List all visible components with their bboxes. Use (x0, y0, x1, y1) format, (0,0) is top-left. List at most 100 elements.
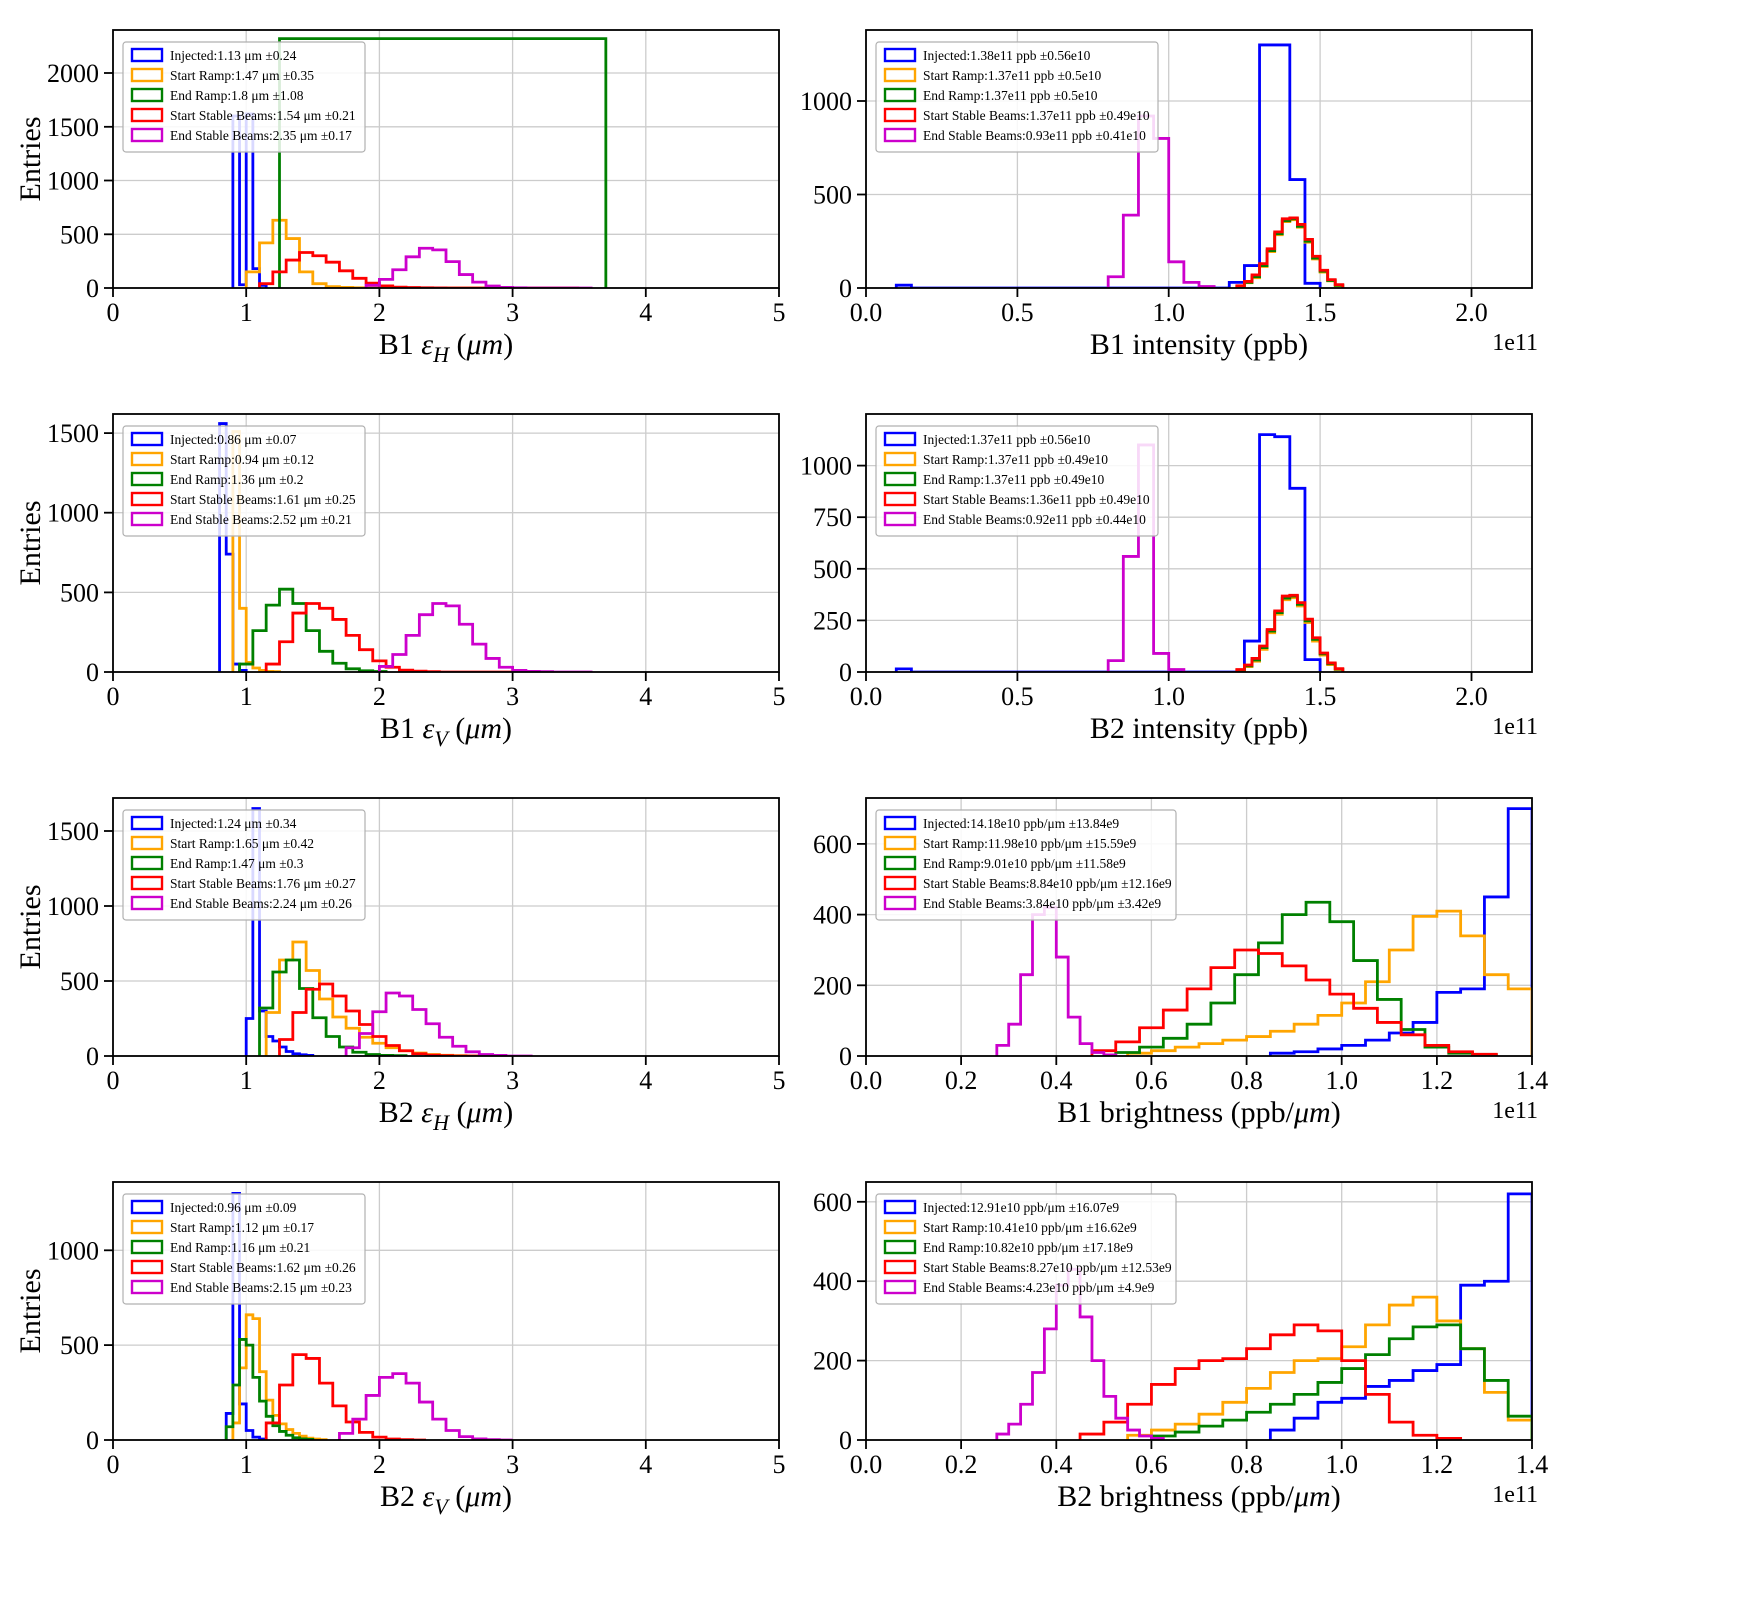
hist-end_stable (364, 246, 593, 288)
hist-injected (224, 1191, 268, 1440)
legend: Injected:1.24 μm ±0.34 Start Ramp:1.65 μm… (122, 809, 366, 921)
subplot-b1-emittance-h: 0 1 2 3 4 5 0 500 1000 1500 2000 B1 εH (μm) Entries I… (14, 29, 786, 367)
legend-label-injected: Injected:1.24 μm ±0.34 (170, 816, 297, 831)
legend-swatch-end_stable (883, 895, 917, 911)
subplot-b2-brightness: 0.0 0.2 0.4 0.6 0.8 1.0 1.2 1.4 0 200 400 600 B2 bri… (813, 1181, 1548, 1513)
x-axis-label-part: B1 (379, 328, 422, 361)
x-tick-label: 3 (506, 1450, 519, 1479)
x-tick-label: 2.0 (1455, 298, 1488, 327)
legend-label-start_ramp: Start Ramp:1.37e11 ppb ±0.49e10 (923, 452, 1108, 467)
y-tick-label: 1000 (47, 499, 99, 528)
y-axis-label: Entries (14, 885, 47, 970)
legend-label-injected: Injected:1.38e11 ppb ±0.56e10 (923, 48, 1091, 63)
series-group (224, 1191, 513, 1440)
x-axis-label-part: V (434, 1494, 450, 1519)
legend-label-end_stable: End Stable Beams:2.52 μm ±0.21 (170, 512, 352, 527)
legend-label-end_stable: End Stable Beams:3.84e10 ppb/μm ±3.42e9 (923, 896, 1161, 911)
hist-end_ramp (278, 37, 608, 288)
legend-swatch-start_stable (883, 491, 917, 507)
x-axis-label-part: μm (466, 1096, 504, 1129)
legend-label-start_stable: Start Stable Beams:8.27e10 ppb/μm ±12.53… (923, 1260, 1172, 1275)
y-tick-label: 250 (813, 606, 852, 635)
hist-start_stable (264, 1353, 427, 1440)
y-tick-label: 500 (60, 967, 99, 996)
x-axis-label-part: ε (423, 712, 435, 745)
legend-label-start_stable: Start Stable Beams:1.36e11 ppb ±0.49e10 (923, 492, 1150, 507)
x-axis-label-part: μm (1293, 1480, 1331, 1513)
x-axis-label-part: ( (448, 712, 466, 745)
x-axis-label: B1 εV (μm) (380, 712, 512, 751)
legend-swatch-start_stable (883, 107, 917, 123)
x-axis-label-part: ε (423, 1480, 435, 1513)
legend-swatch-end_ramp (130, 87, 164, 103)
legend-label-start_stable: Start Stable Beams:1.37e11 ppb ±0.49e10 (923, 108, 1150, 123)
legend-swatch-start_ramp (130, 451, 164, 467)
legend-box (122, 809, 366, 921)
legend-swatch-start_ramp (883, 835, 917, 851)
x-axis-label-part: B2 (380, 1480, 423, 1513)
x-tick-label: 0.0 (850, 298, 883, 327)
axes-frame (112, 29, 780, 289)
legend-box (122, 1193, 366, 1305)
x-tick-label: 0 (107, 682, 120, 711)
x-tick-label: 3 (506, 682, 519, 711)
axes-frame (865, 797, 1533, 1057)
hist-end_stable (338, 1372, 513, 1440)
y-tick-label: 0 (839, 1042, 852, 1071)
legend-box (875, 809, 1177, 921)
hist-start_stable (258, 251, 580, 288)
axes-frame (865, 29, 1533, 289)
y-tick-label: 500 (60, 578, 99, 607)
y-tick-label: 1000 (800, 87, 852, 116)
subplot-b1-brightness: 0.0 0.2 0.4 0.6 0.8 1.0 1.2 1.4 0 200 400 600 B1 bri… (813, 797, 1549, 1129)
x-tick-label: 2 (373, 1450, 386, 1479)
legend-swatch-end_stable (130, 511, 164, 527)
series-group (995, 807, 1532, 1056)
legend-swatch-injected (130, 431, 164, 447)
legend-swatch-injected (883, 431, 917, 447)
legend-box (875, 425, 1159, 537)
series-group (995, 1192, 1532, 1440)
hist-start_stable (1090, 948, 1498, 1056)
axes-frame (112, 1181, 780, 1441)
legend: Injected:0.86 μm ±0.07 Start Ramp:0.94 μm… (122, 425, 366, 537)
y-tick-label: 1000 (47, 1236, 99, 1265)
legend-swatch-injected (130, 1199, 164, 1215)
x-tick-label: 0.0 (850, 682, 883, 711)
legend-label-start_ramp: Start Ramp:1.65 μm ±0.42 (170, 836, 314, 851)
legend-label-end_stable: End Stable Beams:4.23e10 ppb/μm ±4.9e9 (923, 1280, 1155, 1295)
x-tick-label: 1 (240, 298, 253, 327)
legend-swatch-injected (883, 47, 917, 63)
y-tick-label: 1000 (47, 892, 99, 921)
x-axis-label-part: ( (449, 1096, 467, 1129)
legend-swatch-start_stable (883, 875, 917, 891)
y-tick-label: 0 (86, 1426, 99, 1455)
x-axis-label-part: μm (466, 328, 504, 361)
x-tick-label: 1.4 (1516, 1066, 1549, 1095)
legend-swatch-end_stable (130, 1279, 164, 1295)
subplot-b2-emittance-h: 0 1 2 3 4 5 0 500 1000 1500 B2 εH (μm) Entries Injec… (14, 797, 786, 1135)
axes-frame (865, 413, 1533, 673)
x-tick-label: 1 (240, 1066, 253, 1095)
hist-start_stable (1235, 593, 1345, 672)
legend-swatch-start_ramp (883, 1219, 917, 1235)
hist-end_stable (344, 991, 533, 1056)
legend-label-injected: Injected:12.91e10 ppb/μm ±16.07e9 (923, 1200, 1119, 1215)
legend-label-start_ramp: Start Ramp:1.37e11 ppb ±0.5e10 (923, 68, 1102, 83)
y-tick-label: 1000 (800, 452, 852, 481)
legend: Injected:14.18e10 ppb/μm ±13.84e9 Start R… (875, 809, 1177, 921)
x-axis-label: B2 εH (μm) (379, 1096, 513, 1135)
y-tick-label: 500 (60, 220, 99, 249)
x-tick-label: 0.2 (945, 1450, 978, 1479)
axes-frame (112, 413, 780, 673)
legend-swatch-start_ramp (130, 67, 164, 83)
x-axis-label-part: B1 intensity (ppb) (1090, 328, 1308, 361)
legend-label-end_ramp: End Ramp:1.8 μm ±1.08 (170, 88, 304, 103)
legend-swatch-end_stable (883, 127, 917, 143)
x-tick-label: 5 (773, 298, 786, 327)
x-tick-label: 3 (506, 298, 519, 327)
legend-swatch-start_ramp (883, 451, 917, 467)
x-axis-label: B2 εV (μm) (380, 1480, 512, 1519)
x-axis-label-part: ) (503, 328, 513, 361)
